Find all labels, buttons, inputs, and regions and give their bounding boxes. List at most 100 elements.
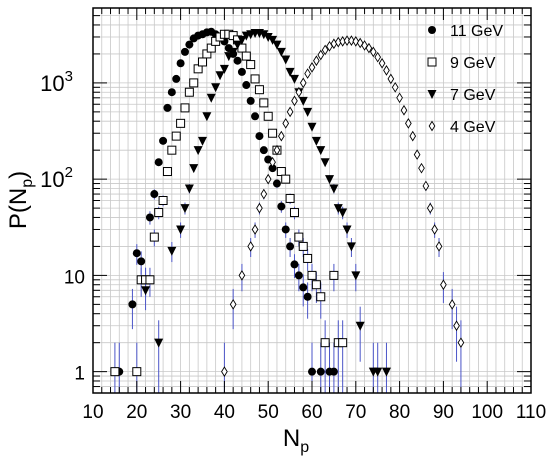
legend-marker-icon <box>427 57 437 67</box>
data-point <box>268 164 277 173</box>
data-point <box>238 270 246 281</box>
data-point <box>313 55 320 67</box>
data-point <box>193 146 203 156</box>
data-point <box>294 271 303 280</box>
data-point <box>381 367 391 377</box>
data-point <box>180 103 190 113</box>
data-point <box>145 275 155 285</box>
data-points <box>110 27 465 377</box>
data-point <box>167 145 177 155</box>
data-point <box>303 107 313 117</box>
data-point <box>198 57 207 67</box>
data-point <box>290 260 299 269</box>
data-point <box>264 173 272 185</box>
data-point <box>316 292 326 302</box>
data-point <box>304 68 311 79</box>
data-point <box>311 136 321 146</box>
data-point <box>272 179 281 188</box>
data-point <box>229 299 237 310</box>
data-point <box>435 241 443 252</box>
x-tick-label: 30 <box>170 402 191 423</box>
data-point <box>167 88 176 97</box>
data-point <box>263 111 273 121</box>
data-point <box>355 321 365 331</box>
y-tick-label: 1 <box>74 364 85 385</box>
data-point <box>255 132 264 141</box>
data-point <box>149 232 159 242</box>
data-point <box>317 49 325 61</box>
data-point <box>409 130 417 142</box>
data-point <box>224 52 234 62</box>
data-point <box>311 280 321 290</box>
data-point <box>320 158 330 168</box>
data-point <box>307 270 317 280</box>
data-point <box>289 74 299 84</box>
data-point <box>171 131 181 141</box>
data-point <box>154 158 163 167</box>
data-point <box>453 320 460 332</box>
data-point <box>329 184 339 194</box>
y-tick-label: 103 <box>40 68 73 96</box>
data-point <box>233 56 242 65</box>
data-point <box>132 249 141 258</box>
data-point <box>282 117 290 129</box>
data-point <box>184 184 194 194</box>
data-point <box>215 71 225 81</box>
legend-label: 7 GeV <box>450 87 496 104</box>
data-point <box>189 78 199 88</box>
data-point <box>180 47 189 56</box>
data-point <box>254 85 264 95</box>
grid <box>92 7 532 394</box>
data-point <box>285 193 295 203</box>
x-tick-label: 90 <box>433 402 454 423</box>
data-point <box>374 51 382 63</box>
legend-label: 11 GeV <box>450 23 503 40</box>
data-point <box>172 74 181 83</box>
data-point <box>325 175 335 185</box>
data-point <box>320 338 330 348</box>
data-point <box>162 167 172 177</box>
data-point <box>329 367 338 376</box>
data-point <box>356 37 364 49</box>
data-point <box>237 35 247 45</box>
legend-label: 9 GeV <box>450 55 496 72</box>
data-point <box>303 292 312 301</box>
data-point <box>259 98 269 108</box>
data-point <box>400 104 408 116</box>
data-point <box>383 65 390 76</box>
data-point <box>268 35 278 45</box>
data-point <box>110 367 120 377</box>
data-point <box>308 62 316 73</box>
data-point <box>373 367 383 377</box>
data-point <box>176 59 185 68</box>
data-point <box>176 118 186 128</box>
data-point <box>259 146 268 155</box>
data-point <box>246 60 256 70</box>
data-point <box>237 67 246 76</box>
data-point <box>242 81 251 90</box>
legend-marker-icon <box>428 120 436 132</box>
data-point <box>185 40 194 49</box>
data-point <box>158 196 168 205</box>
data-point <box>167 246 177 256</box>
data-point <box>233 40 243 50</box>
data-point <box>277 202 286 211</box>
data-point <box>269 156 276 168</box>
data-point <box>316 146 326 156</box>
data-point <box>150 190 159 199</box>
data-point <box>246 96 255 105</box>
data-point <box>281 225 290 234</box>
data-point <box>338 208 348 218</box>
y-tick-label: 10 <box>64 267 85 288</box>
legend-marker-icon <box>427 90 437 99</box>
x-tick-label: 100 <box>471 402 503 423</box>
data-point <box>387 73 395 85</box>
data-point <box>268 128 278 138</box>
data-point <box>352 36 360 47</box>
data-point <box>128 300 137 309</box>
x-tick-label: 60 <box>301 402 322 423</box>
data-point <box>457 337 465 349</box>
data-point <box>422 180 430 192</box>
x-axis-title: Np <box>283 425 309 456</box>
